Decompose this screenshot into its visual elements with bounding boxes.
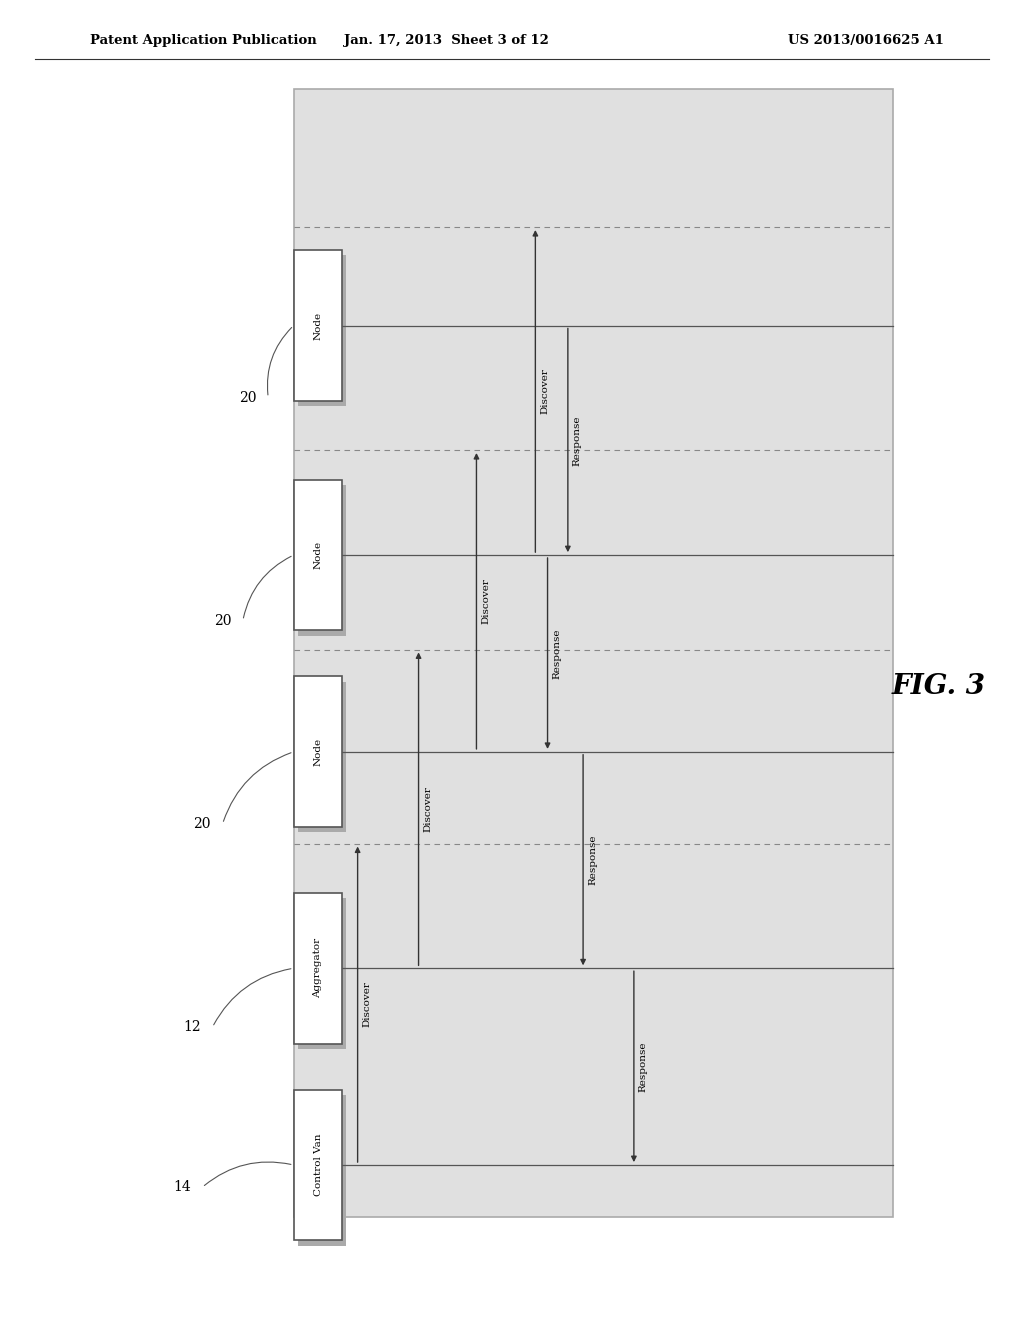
- Text: Node: Node: [313, 738, 323, 766]
- Bar: [298, 1094, 346, 1246]
- Text: 12: 12: [183, 1020, 201, 1035]
- Text: Aggregator: Aggregator: [313, 939, 323, 998]
- Text: 20: 20: [194, 817, 211, 832]
- Text: 14: 14: [173, 1180, 190, 1195]
- Text: Discover: Discover: [362, 981, 372, 1027]
- Text: 20: 20: [240, 391, 257, 405]
- Text: FIG. 3: FIG. 3: [892, 673, 985, 700]
- Text: Patent Application Publication: Patent Application Publication: [90, 34, 317, 48]
- Bar: [298, 681, 346, 833]
- Bar: [294, 90, 893, 1217]
- Bar: [298, 898, 346, 1049]
- Bar: [294, 676, 342, 828]
- Text: Response: Response: [573, 414, 582, 466]
- Text: Discover: Discover: [541, 368, 550, 414]
- Text: Response: Response: [588, 834, 597, 886]
- Text: Response: Response: [553, 628, 561, 678]
- Text: Node: Node: [313, 541, 323, 569]
- Bar: [298, 255, 346, 407]
- Text: Response: Response: [639, 1041, 648, 1092]
- Bar: [294, 479, 342, 631]
- Bar: [294, 892, 342, 1044]
- Bar: [294, 1089, 342, 1241]
- Text: Discover: Discover: [424, 785, 432, 832]
- Bar: [298, 484, 346, 636]
- Text: Node: Node: [313, 312, 323, 339]
- Text: Control Van: Control Van: [313, 1134, 323, 1196]
- Text: Discover: Discover: [481, 578, 490, 624]
- Bar: [294, 249, 342, 401]
- Text: 20: 20: [214, 614, 231, 627]
- Text: US 2013/0016625 A1: US 2013/0016625 A1: [787, 34, 944, 48]
- Text: Jan. 17, 2013  Sheet 3 of 12: Jan. 17, 2013 Sheet 3 of 12: [343, 34, 549, 48]
